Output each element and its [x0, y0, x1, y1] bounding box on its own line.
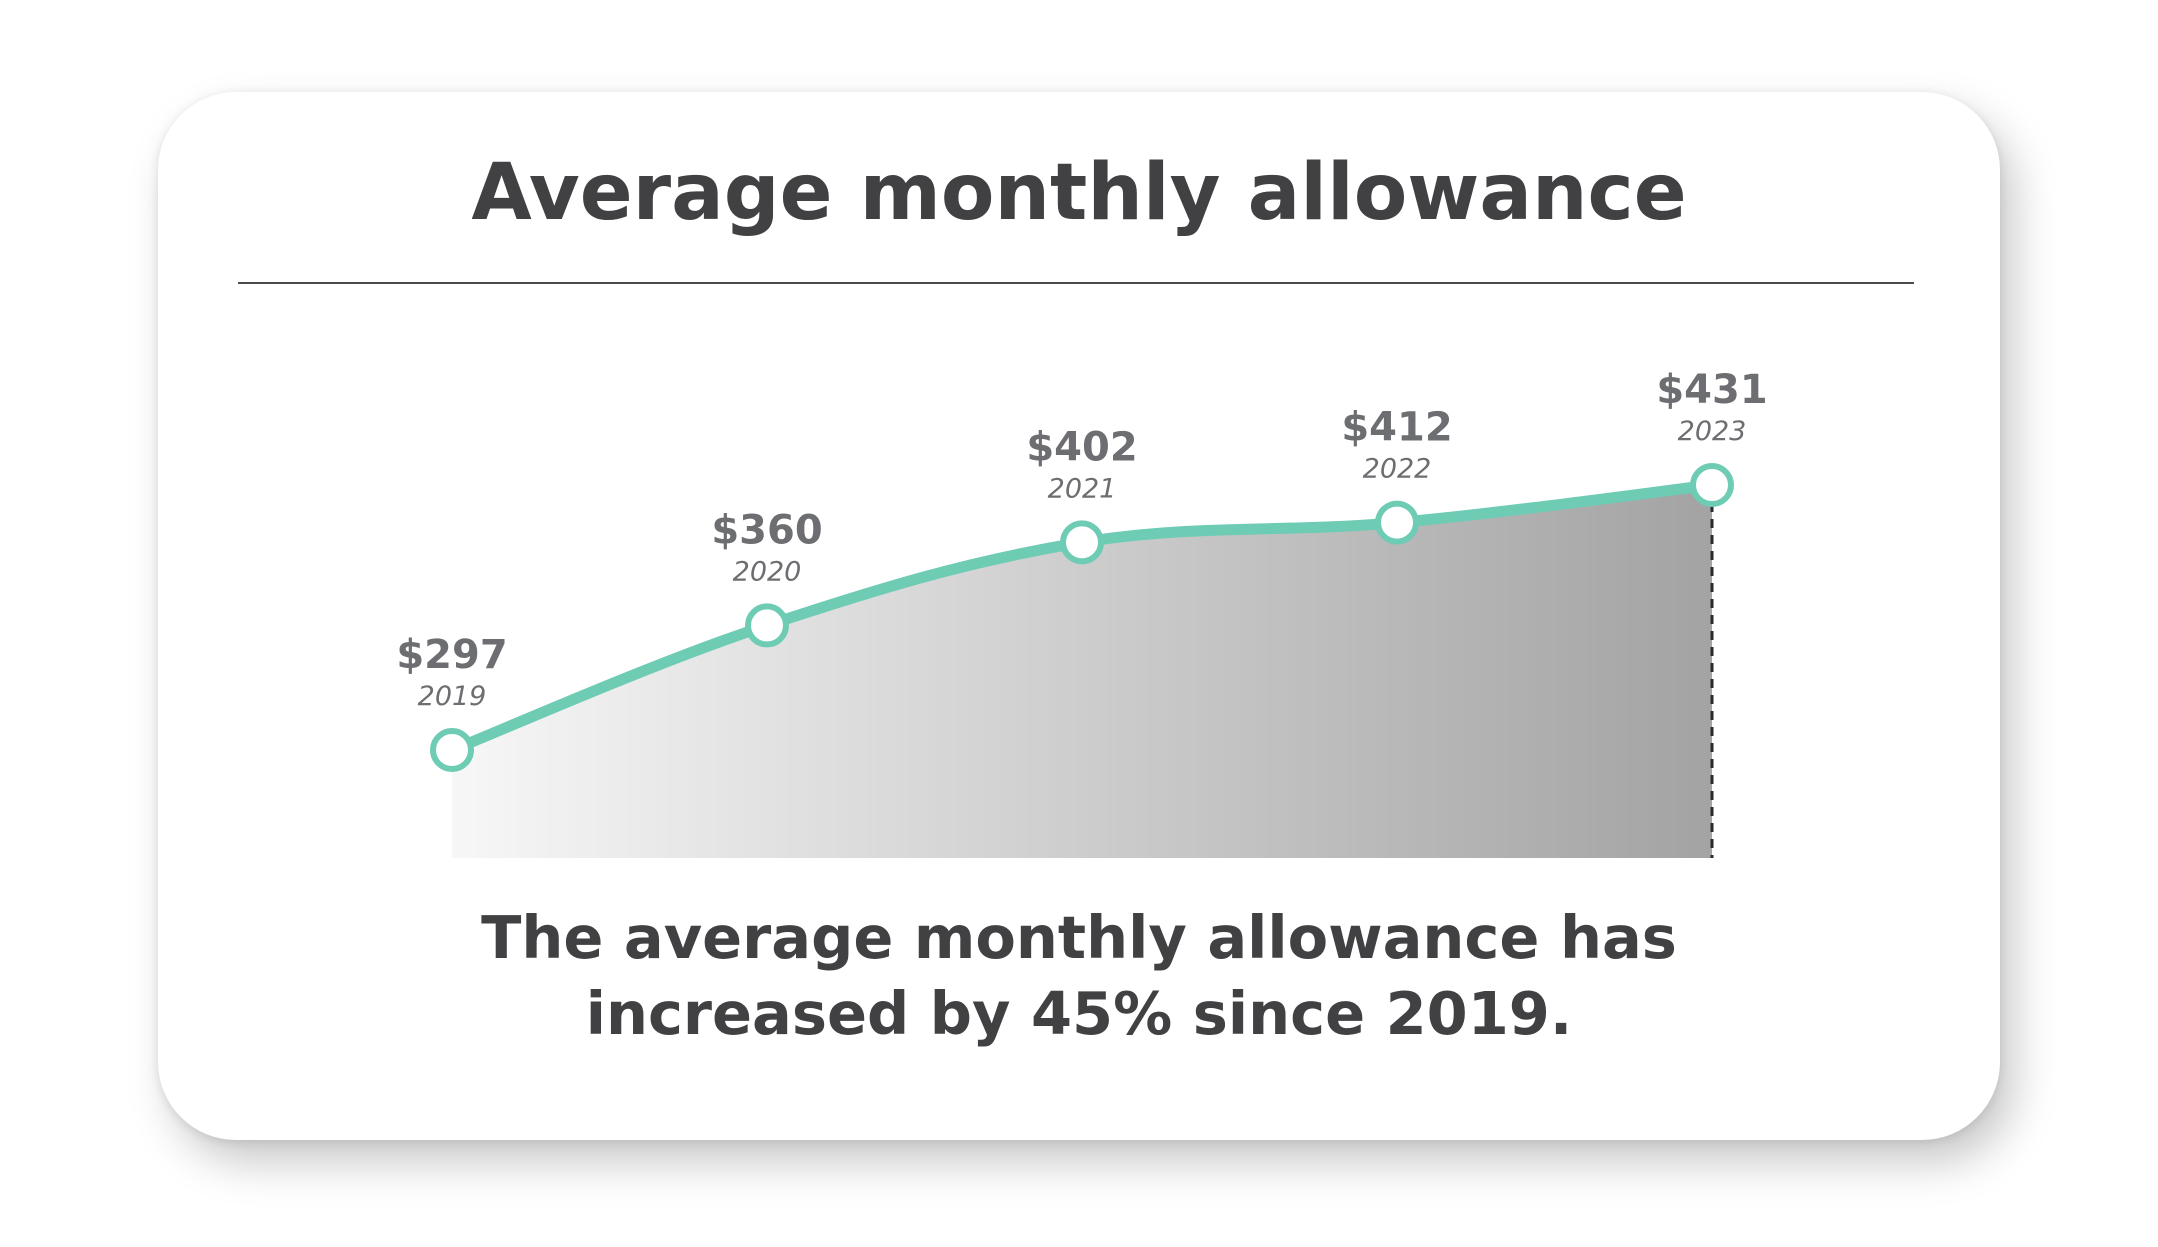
- title-divider: [238, 282, 1914, 284]
- year-label-2023: 2023: [1678, 416, 1747, 447]
- caption-line-2: increased by 45% since 2019.: [585, 979, 1573, 1048]
- year-label-2021: 2021: [1048, 473, 1117, 504]
- data-point-2023: [1690, 463, 1734, 507]
- year-label-2019: 2019: [418, 681, 487, 712]
- chart-title: Average monthly allowance: [471, 148, 1687, 238]
- data-point-2021: [1060, 520, 1104, 565]
- data-point-2020: [745, 603, 789, 648]
- year-label-2020: 2020: [733, 556, 802, 587]
- caption-line-1: The average monthly allowance has: [481, 903, 1677, 972]
- value-label-2023: $431: [1656, 367, 1767, 413]
- value-label-2020: $360: [711, 507, 822, 553]
- data-point-2019: [430, 728, 474, 772]
- year-label-2022: 2022: [1363, 454, 1432, 485]
- data-point-2022: [1375, 500, 1419, 545]
- value-label-2021: $402: [1026, 424, 1137, 470]
- area-fill: [452, 485, 1712, 858]
- summary-caption: The average monthly allowance has increa…: [0, 900, 2158, 1052]
- value-label-2022: $412: [1341, 405, 1452, 451]
- value-label-2019: $297: [396, 632, 507, 678]
